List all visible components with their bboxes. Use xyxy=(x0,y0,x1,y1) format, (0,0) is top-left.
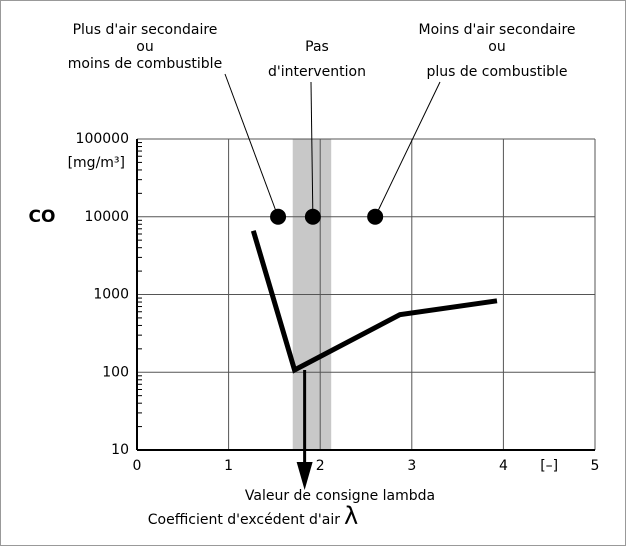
x-tick-label: 5 xyxy=(591,458,600,474)
y-tick-label: 10 xyxy=(111,442,129,458)
marker xyxy=(270,208,287,225)
annotation: Pas xyxy=(305,39,329,55)
line xyxy=(250,230,498,374)
y-tick-label: 1000 xyxy=(93,287,129,303)
annotation: d'intervention xyxy=(268,64,366,80)
y-tick-label: 10000 xyxy=(84,209,129,225)
x-label: Valeur de consigne lambda xyxy=(245,488,435,504)
y-label: CO xyxy=(29,207,56,227)
x-tick-label: 4 xyxy=(499,458,508,474)
leader-line xyxy=(224,73,279,217)
x-symbol: λ xyxy=(344,502,358,530)
annotation: moins de combustible xyxy=(68,56,222,72)
annotation: ou xyxy=(136,39,153,55)
annotation: plus de combustible xyxy=(426,64,567,80)
annotation: Moins d'air secondaire xyxy=(418,22,575,38)
x-tick-label: 3 xyxy=(407,458,416,474)
annotation: ou xyxy=(488,39,505,55)
y-unit: [mg/m³] xyxy=(68,155,125,171)
marker xyxy=(304,208,321,225)
x-tick-label: 1 xyxy=(224,458,233,474)
arrow-head xyxy=(296,462,313,490)
x-label: Coefficient d'excédent d'air xyxy=(148,512,340,528)
annotation: Plus d'air secondaire xyxy=(73,22,218,38)
x-tick-label: 0 xyxy=(133,458,142,474)
x-unit: [–] xyxy=(540,458,558,474)
y-tick-label: 100000 xyxy=(76,131,129,147)
x-tick-label: 2 xyxy=(316,458,325,474)
marker xyxy=(367,208,384,225)
leader-line xyxy=(374,81,441,217)
y-tick-label: 100 xyxy=(102,364,129,380)
leader-line xyxy=(310,81,314,217)
